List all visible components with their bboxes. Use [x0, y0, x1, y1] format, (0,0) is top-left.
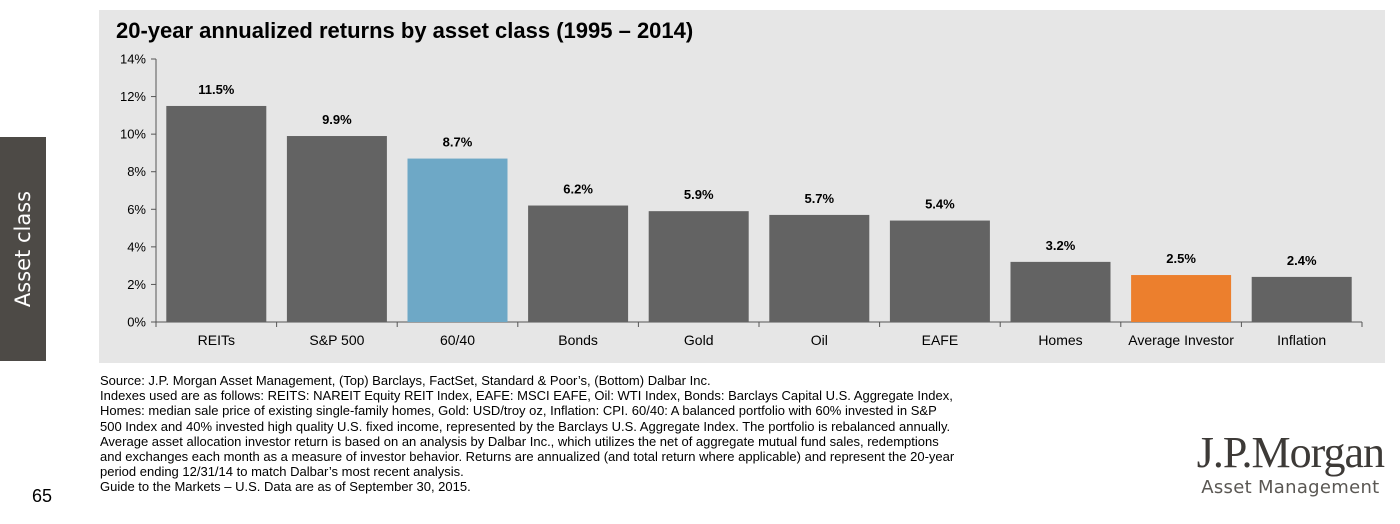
- data-label: 5.9%: [684, 187, 714, 202]
- source-note-line: 500 Index and 40% invested high quality …: [100, 418, 951, 434]
- bar: [166, 105, 267, 322]
- data-label: 8.7%: [443, 135, 473, 150]
- bar: [1010, 261, 1111, 322]
- source-note-line: and exchanges each month as a measure of…: [100, 449, 955, 465]
- y-tick-label: 14%: [120, 52, 146, 67]
- section-tab: Asset class: [0, 137, 46, 361]
- y-tick-label: 0%: [127, 315, 146, 330]
- data-label: 2.4%: [1287, 253, 1317, 268]
- chart-title: 20-year annualized returns by asset clas…: [116, 18, 694, 43]
- data-label: 6.2%: [563, 182, 593, 197]
- bar: [889, 220, 990, 322]
- y-tick-label: 8%: [127, 164, 146, 179]
- x-tick-label: REITs: [198, 332, 235, 348]
- bar: [1131, 275, 1232, 322]
- source-note-line: Guide to the Markets – U.S. Data are as …: [100, 479, 471, 495]
- bar: [286, 136, 387, 322]
- x-tick-label: S&P 500: [309, 332, 364, 348]
- data-label: 5.4%: [925, 197, 955, 212]
- logo-subtitle: Asset Management: [1201, 477, 1380, 498]
- bar: [528, 205, 629, 322]
- logo-wordmark: J.P.Morgan: [1196, 428, 1385, 477]
- y-tick-label: 6%: [127, 202, 146, 217]
- source-note-line: Indexes used are as follows: REITS: NARE…: [100, 388, 953, 404]
- data-label: 3.2%: [1046, 238, 1076, 253]
- bar: [769, 214, 870, 322]
- x-tick-label: Bonds: [558, 332, 598, 348]
- source-note-line: period ending 12/31/14 to match Dalbar’s…: [100, 464, 464, 480]
- source-note-line: Source: J.P. Morgan Asset Management, (T…: [100, 373, 711, 388]
- x-tick-label: Average Investor: [1128, 332, 1234, 348]
- x-tick-label: Homes: [1038, 332, 1082, 348]
- x-tick-label: Oil: [811, 332, 828, 348]
- x-tick-label: 60/40: [440, 332, 475, 348]
- y-tick-label: 2%: [127, 277, 146, 292]
- data-label: 2.5%: [1166, 251, 1196, 266]
- data-label: 9.9%: [322, 112, 352, 127]
- source-note-line: Homes: median sale price of existing sin…: [100, 403, 937, 419]
- bar: [407, 158, 508, 322]
- x-tick-label: Inflation: [1277, 332, 1326, 348]
- data-label: 11.5%: [198, 82, 235, 97]
- source-notes: Source: J.P. Morgan Asset Management, (T…: [100, 373, 1160, 495]
- y-tick-label: 4%: [127, 239, 146, 254]
- data-label: 5.7%: [804, 191, 834, 206]
- source-note-line: Average asset allocation investor return…: [100, 433, 939, 449]
- page-number: 65: [32, 486, 53, 506]
- bar: [648, 211, 749, 322]
- jpmorgan-logo: J.P.Morgan Asset Management: [1196, 428, 1385, 500]
- x-tick-label: Gold: [684, 332, 714, 348]
- x-tick-label: EAFE: [922, 332, 959, 348]
- y-tick-label: 12%: [120, 89, 146, 104]
- bar: [1251, 276, 1352, 322]
- y-tick-label: 10%: [120, 127, 146, 142]
